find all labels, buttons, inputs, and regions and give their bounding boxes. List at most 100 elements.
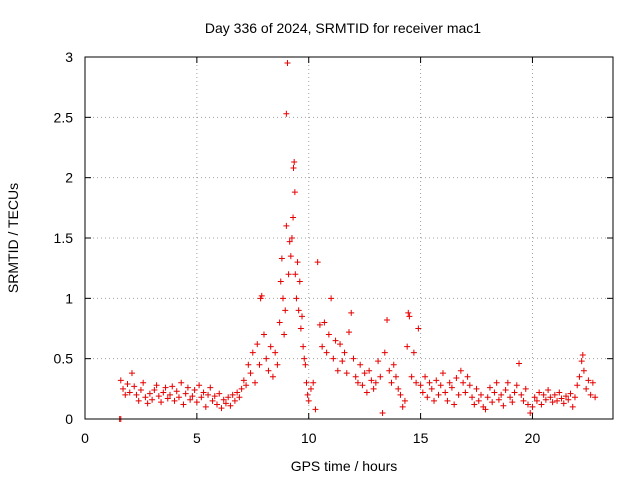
data-point bbox=[502, 387, 509, 394]
data-point bbox=[540, 391, 547, 398]
data-point bbox=[302, 361, 309, 368]
data-point bbox=[256, 361, 263, 368]
data-point bbox=[493, 379, 500, 386]
data-point bbox=[149, 396, 156, 403]
data-point bbox=[160, 389, 167, 396]
data-point bbox=[277, 278, 284, 285]
data-point bbox=[495, 396, 502, 403]
data-point bbox=[332, 337, 339, 344]
data-point bbox=[276, 319, 283, 326]
data-point bbox=[155, 393, 162, 400]
data-point bbox=[415, 325, 422, 332]
data-point bbox=[260, 331, 267, 338]
data-point bbox=[263, 355, 270, 362]
data-point bbox=[287, 253, 294, 260]
data-point bbox=[175, 394, 182, 401]
data-point bbox=[368, 377, 375, 384]
data-point bbox=[240, 377, 247, 384]
data-point bbox=[283, 222, 290, 229]
data-point bbox=[392, 373, 399, 380]
data-point bbox=[524, 401, 531, 408]
data-point bbox=[146, 390, 153, 397]
data-point bbox=[350, 355, 357, 362]
data-point bbox=[137, 387, 144, 394]
data-point bbox=[569, 403, 576, 410]
data-point bbox=[133, 391, 140, 398]
data-point bbox=[284, 60, 291, 67]
x-tick-label: 15 bbox=[413, 430, 429, 446]
data-point bbox=[120, 385, 127, 392]
data-point bbox=[209, 397, 216, 404]
data-point bbox=[295, 307, 302, 314]
data-point bbox=[390, 361, 397, 368]
y-tick-label: 1 bbox=[65, 290, 73, 306]
data-point bbox=[297, 325, 304, 332]
x-tick-label: 5 bbox=[193, 430, 201, 446]
data-point bbox=[231, 397, 238, 404]
data-point bbox=[466, 382, 473, 389]
y-tick-label: 0 bbox=[65, 411, 73, 427]
data-point bbox=[323, 349, 330, 356]
data-point bbox=[294, 259, 301, 266]
data-point bbox=[280, 295, 286, 302]
data-point bbox=[341, 349, 348, 356]
data-point bbox=[549, 399, 556, 406]
data-point bbox=[292, 271, 299, 278]
data-point bbox=[354, 379, 361, 386]
data-point bbox=[509, 399, 516, 406]
data-point bbox=[464, 373, 471, 380]
data-point bbox=[536, 389, 543, 396]
data-point bbox=[361, 370, 368, 377]
data-point bbox=[388, 379, 395, 386]
data-point bbox=[325, 331, 332, 338]
data-point bbox=[182, 390, 189, 397]
data-point bbox=[339, 358, 346, 365]
data-point bbox=[290, 165, 297, 172]
data-point bbox=[395, 385, 402, 392]
data-point bbox=[238, 385, 245, 392]
data-point bbox=[286, 238, 293, 245]
data-point bbox=[460, 379, 467, 386]
data-point bbox=[346, 329, 352, 336]
data-point bbox=[122, 391, 129, 398]
data-point bbox=[592, 394, 599, 401]
y-axis-label: SRMTID / TECUs bbox=[5, 183, 21, 293]
data-point bbox=[589, 379, 596, 386]
data-point bbox=[518, 391, 525, 398]
data-point bbox=[247, 370, 254, 377]
data-point bbox=[377, 373, 384, 380]
data-point bbox=[299, 313, 306, 320]
gridlines bbox=[85, 57, 613, 419]
data-point bbox=[216, 390, 223, 397]
data-point bbox=[419, 389, 426, 396]
data-point bbox=[171, 397, 178, 404]
data-point bbox=[558, 395, 565, 402]
data-point bbox=[511, 389, 518, 396]
data-point bbox=[451, 401, 458, 408]
data-point bbox=[296, 278, 303, 285]
data-point bbox=[431, 397, 438, 404]
data-point bbox=[424, 394, 431, 401]
data-point bbox=[312, 406, 319, 413]
data-point bbox=[252, 379, 259, 386]
data-point bbox=[372, 379, 379, 386]
data-point bbox=[404, 343, 411, 350]
y-tick-labels: 0 0.5 1 1.5 2 2.5 3 bbox=[54, 49, 74, 427]
data-point bbox=[162, 384, 169, 391]
data-point bbox=[433, 377, 440, 384]
data-point bbox=[439, 370, 446, 377]
y-tick-label: 2 bbox=[65, 170, 73, 186]
data-point bbox=[281, 331, 288, 338]
data-point bbox=[578, 358, 585, 365]
data-point bbox=[527, 409, 534, 416]
data-point bbox=[359, 382, 366, 389]
data-point bbox=[135, 397, 142, 404]
data-point bbox=[491, 389, 498, 396]
data-point bbox=[386, 367, 393, 374]
data-point bbox=[381, 349, 388, 356]
data-point bbox=[285, 271, 292, 278]
y-tick-label: 0.5 bbox=[54, 351, 74, 367]
data-point bbox=[567, 390, 574, 397]
data-point bbox=[375, 358, 382, 365]
